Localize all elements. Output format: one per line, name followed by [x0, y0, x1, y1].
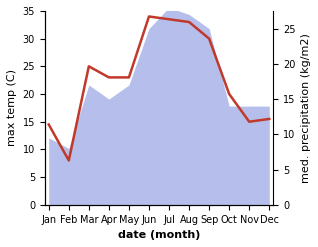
- Y-axis label: med. precipitation (kg/m2): med. precipitation (kg/m2): [301, 33, 311, 183]
- Y-axis label: max temp (C): max temp (C): [7, 69, 17, 146]
- X-axis label: date (month): date (month): [118, 230, 200, 240]
